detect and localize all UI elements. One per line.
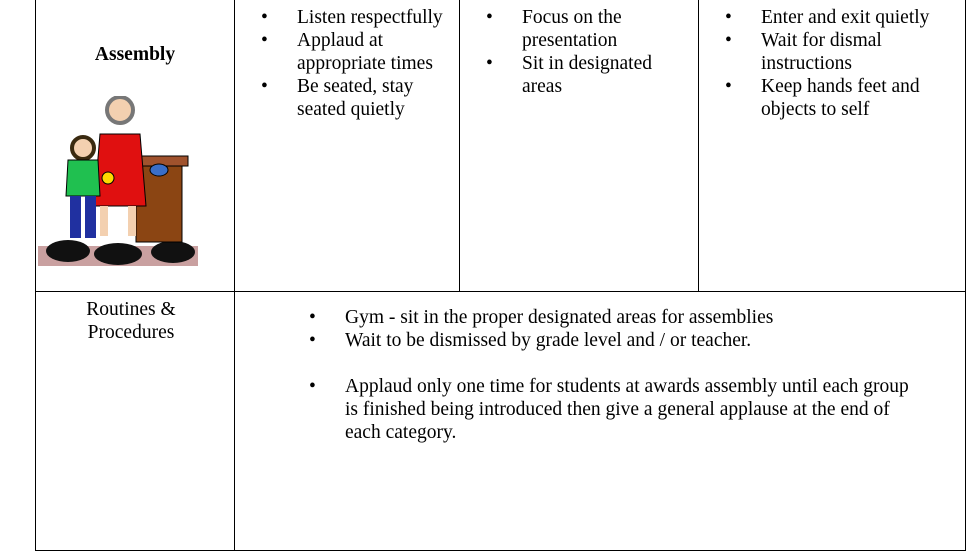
procedure-cell: Gym - sit in the proper designated areas…	[234, 291, 966, 551]
list-item: Sit in designated areas	[486, 52, 682, 98]
list-item: Keep hands feet and objects to self	[725, 75, 961, 121]
procedure-list: Gym - sit in the proper designated areas…	[309, 306, 915, 444]
rule-list: Listen respectfullyApplaud at appropriat…	[261, 6, 447, 121]
rule-list: Focus on the presentationSit in designat…	[486, 6, 682, 98]
list-item: Enter and exit quietly	[725, 6, 961, 29]
list-item: Be seated, stay seated quietly	[261, 75, 447, 121]
list-item: Wait to be dismissed by grade level and …	[309, 329, 915, 352]
list-item: Wait for dismal instructions	[725, 29, 961, 75]
heading-cell: Assembly	[35, 0, 235, 292]
list-item: Listen respectfully	[261, 6, 447, 29]
rule-cell: Enter and exit quietlyWait for dismal in…	[698, 0, 966, 292]
row-heading: Routines & Procedures	[86, 299, 176, 343]
rule-cell: Listen respectfullyApplaud at appropriat…	[234, 0, 460, 292]
list-item: Applaud only one time for students at aw…	[309, 375, 915, 444]
heading-cell: Routines & Procedures	[35, 291, 235, 551]
rule-list: Enter and exit quietlyWait for dismal in…	[725, 6, 961, 121]
list-item: Gym - sit in the proper designated areas…	[309, 306, 915, 329]
rule-cell: Focus on the presentationSit in designat…	[459, 0, 699, 292]
clip-art	[38, 96, 198, 266]
list-item: Focus on the presentation	[486, 6, 682, 52]
list-item: Applaud at appropriate times	[261, 29, 447, 75]
row-heading: Assembly	[94, 44, 176, 65]
